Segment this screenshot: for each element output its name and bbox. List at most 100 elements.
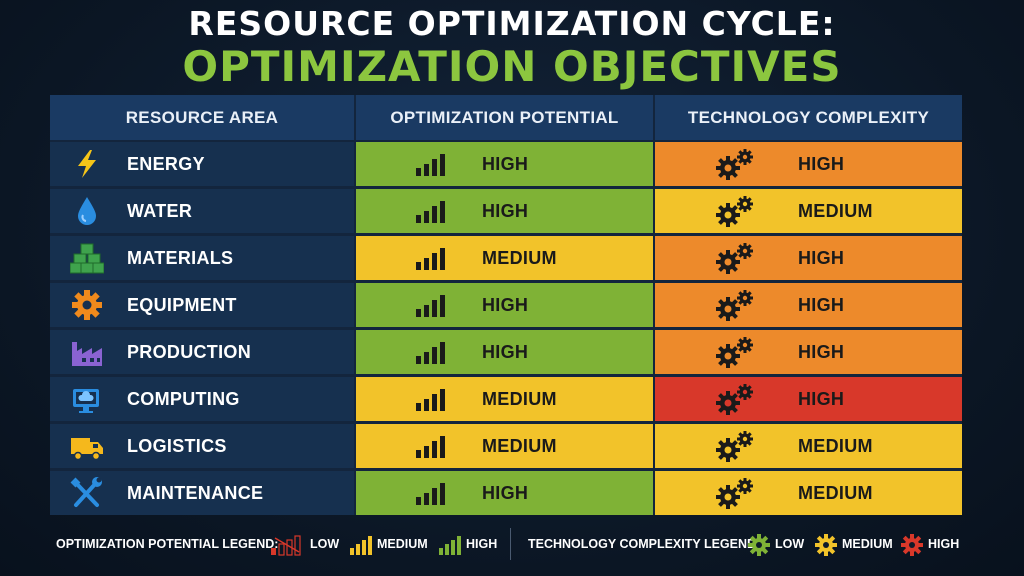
potential-label: MEDIUM: [482, 435, 557, 456]
signal-bars-icon: [416, 248, 445, 270]
gears-icon: [716, 431, 753, 462]
potential-label: HIGH: [482, 482, 529, 503]
complexity-label: MEDIUM: [798, 200, 873, 221]
complexity-cell: HIGH: [655, 377, 962, 421]
resource-label: ENERGY: [127, 153, 205, 174]
gears-icon: [716, 290, 753, 321]
medium-signal-icon: [350, 536, 372, 555]
complexity-cell: MEDIUM: [655, 189, 962, 233]
header-technology-complexity: TECHNOLOGY COMPLEXITY: [655, 95, 962, 140]
signal-bars-icon: [416, 483, 445, 505]
resource-cell: LOGISTICS: [50, 424, 354, 468]
legend: OPTIMIZATION POTENTIAL LEGEND: LOW MEDIU…: [0, 532, 1024, 558]
resource-label: WATER: [127, 200, 193, 221]
gears-icon: [716, 384, 753, 415]
table-row: EQUIPMENT HIGH HIGH: [50, 283, 962, 327]
potential-cell: HIGH: [356, 142, 653, 186]
complexity-legend-medium: MEDIUM: [842, 537, 893, 551]
signal-bars-icon: [416, 154, 445, 176]
potential-label: MEDIUM: [482, 388, 557, 409]
resource-cell: PRODUCTION: [50, 330, 354, 374]
potential-label: HIGH: [482, 153, 529, 174]
table-row: LOGISTICS MEDIUM MEDIUM: [50, 424, 962, 468]
gears-icon: [716, 243, 753, 274]
complexity-label: HIGH: [798, 294, 845, 315]
gears-icon: [716, 196, 753, 227]
resource-label: MATERIALS: [127, 247, 234, 268]
lightning-bolt-icon: [78, 150, 96, 178]
complexity-cell: HIGH: [655, 283, 962, 327]
potential-cell: HIGH: [356, 471, 653, 515]
resource-cell: EQUIPMENT: [50, 283, 354, 327]
signal-bars-icon: [416, 342, 445, 364]
gear-icon: [72, 290, 102, 320]
table-row: ENERGY HIGH HIGH: [50, 142, 962, 186]
potential-legend-medium: MEDIUM: [377, 537, 428, 551]
potential-cell: MEDIUM: [356, 377, 653, 421]
potential-legend-low: LOW: [310, 537, 340, 551]
header-resource-area: RESOURCE AREA: [50, 95, 354, 140]
gears-icon: [716, 337, 753, 368]
complexity-label: HIGH: [798, 341, 845, 362]
medium-gear-icon: [815, 534, 837, 556]
resource-label: MAINTENANCE: [127, 482, 264, 503]
wrench-screwdriver-icon: [70, 477, 102, 507]
gears-icon: [716, 478, 753, 509]
signal-bars-icon: [416, 436, 445, 458]
complexity-label: HIGH: [798, 388, 845, 409]
complexity-legend-low: LOW: [775, 537, 805, 551]
complexity-label: HIGH: [798, 153, 845, 174]
title-line-2: OPTIMIZATION OBJECTIVES: [182, 42, 842, 91]
complexity-label: HIGH: [798, 247, 845, 268]
header-optimization-potential: OPTIMIZATION POTENTIAL: [356, 95, 653, 140]
potential-legend-high: HIGH: [466, 537, 498, 551]
high-signal-icon: [439, 536, 461, 555]
table-row: MAINTENANCE HIGH MEDIUM: [50, 471, 962, 515]
resource-cell: WATER: [50, 189, 354, 233]
title-line-1: RESOURCE OPTIMIZATION CYCLE:: [188, 4, 836, 43]
potential-cell: HIGH: [356, 330, 653, 374]
resource-cell: ENERGY: [50, 142, 354, 186]
potential-label: HIGH: [482, 294, 529, 315]
complexity-legend-title: TECHNOLOGY COMPLEXITY LEGEND:: [528, 537, 761, 551]
resource-label: COMPUTING: [127, 388, 240, 409]
delivery-truck-icon: [71, 438, 103, 461]
potential-label: HIGH: [482, 200, 529, 221]
objectives-table: RESOURCE AREA OPTIMIZATION POTENTIAL TEC…: [50, 95, 962, 515]
complexity-cell: MEDIUM: [655, 424, 962, 468]
complexity-label: MEDIUM: [798, 435, 873, 456]
cloud-computer-icon: [73, 389, 99, 413]
resource-label: PRODUCTION: [127, 341, 251, 362]
complexity-cell: HIGH: [655, 142, 962, 186]
potential-cell: MEDIUM: [356, 424, 653, 468]
table-row: COMPUTING MEDIUM HIGH: [50, 377, 962, 421]
low-signal-icon: [271, 535, 301, 556]
complexity-label: MEDIUM: [798, 482, 873, 503]
potential-cell: MEDIUM: [356, 236, 653, 280]
resource-label: LOGISTICS: [127, 435, 227, 456]
complexity-cell: HIGH: [655, 330, 962, 374]
gears-icon: [716, 149, 753, 180]
signal-bars-icon: [416, 295, 445, 317]
factory-icon: [72, 342, 102, 366]
stacked-cubes-icon: [70, 243, 104, 274]
resource-label: EQUIPMENT: [127, 294, 237, 315]
high-gear-icon: [901, 534, 923, 556]
complexity-cell: HIGH: [655, 236, 962, 280]
signal-bars-icon: [416, 201, 445, 223]
table-row: WATER HIGH MEDIUM: [50, 189, 962, 233]
potential-cell: HIGH: [356, 189, 653, 233]
legend-divider: [510, 528, 511, 560]
potential-legend-title: OPTIMIZATION POTENTIAL LEGEND:: [56, 537, 279, 551]
resource-cell: MAINTENANCE: [50, 471, 354, 515]
potential-label: MEDIUM: [482, 247, 557, 268]
table-row: PRODUCTION HIGH HIGH: [50, 330, 962, 374]
water-drop-icon: [78, 197, 96, 225]
table-row: MATERIALS MEDIUM HIGH: [50, 236, 962, 280]
complexity-legend-high: HIGH: [928, 537, 960, 551]
complexity-cell: MEDIUM: [655, 471, 962, 515]
potential-cell: HIGH: [356, 283, 653, 327]
resource-cell: MATERIALS: [50, 236, 354, 280]
potential-label: HIGH: [482, 341, 529, 362]
resource-cell: COMPUTING: [50, 377, 354, 421]
